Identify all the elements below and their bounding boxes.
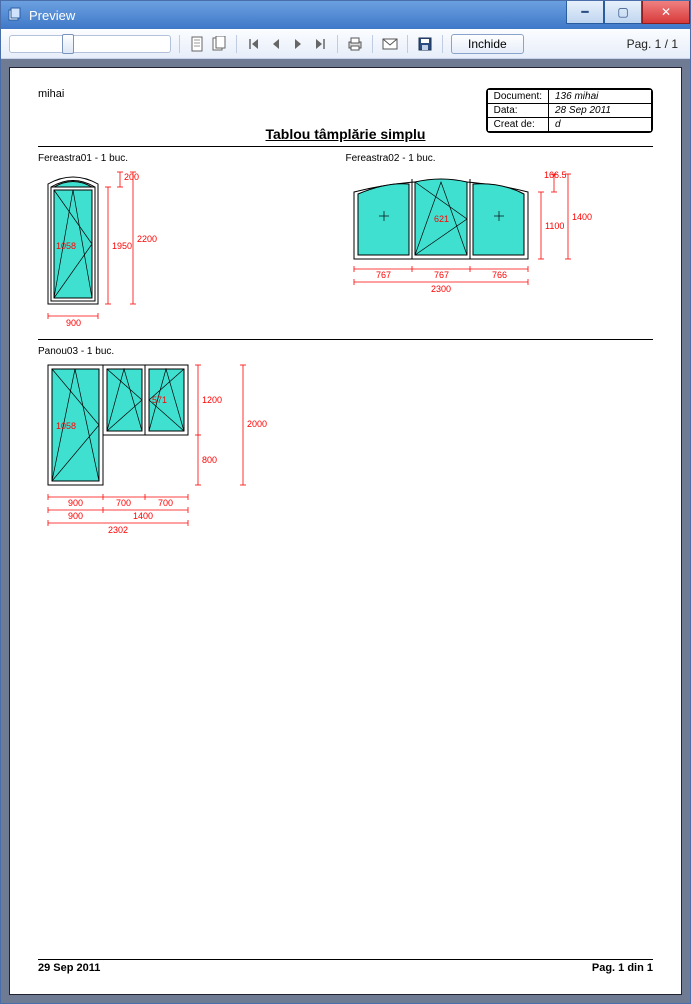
- meta-doc-label: Document:: [487, 90, 548, 104]
- meta-box: Document:136 mihai Data:28 Sep 2011 Crea…: [486, 88, 653, 133]
- first-page-icon[interactable]: [245, 35, 263, 53]
- meta-created-label: Creat de:: [487, 118, 548, 132]
- hr: [38, 146, 653, 147]
- meta-date-label: Data:: [487, 104, 548, 118]
- toolbar: Inchide Pag. 1 / 1: [1, 29, 690, 59]
- hr: [38, 339, 653, 340]
- diagram-cell-0: Fereastra01 - 1 buc. 1058: [38, 153, 346, 337]
- footer-date: 29 Sep 2011: [38, 962, 100, 974]
- dim-v-1-1: 1400: [572, 212, 592, 222]
- zoom-slider[interactable]: [9, 35, 171, 53]
- toolbar-sep: [179, 35, 180, 53]
- glass-label-2-1: 571: [152, 395, 167, 405]
- window-title: Preview: [29, 8, 566, 23]
- dim-top-1: 166.5: [544, 170, 567, 180]
- diagram-cell-2: Panou03 - 1 buc. 1058: [38, 346, 653, 550]
- toolbar-sep: [372, 35, 373, 53]
- diagram-cell-1: Fereastra02 - 1 buc.: [346, 153, 654, 337]
- dim-h-2-2: 700: [158, 498, 173, 508]
- glass-label-2-0: 1058: [56, 421, 76, 431]
- window-buttons: ━ ▢ ✕: [566, 1, 690, 29]
- dim-v-0-0: 1950: [112, 241, 132, 251]
- dim-h-1-1: 767: [434, 270, 449, 280]
- diagram-label-2: Panou03 - 1 buc.: [38, 346, 653, 357]
- next-page-icon[interactable]: [289, 35, 307, 53]
- toolbar-sep: [337, 35, 338, 53]
- dim-h-1-0: 767: [376, 270, 391, 280]
- glass-label-1: 621: [434, 214, 449, 224]
- glass-label-0: 1058: [56, 241, 76, 251]
- dim-h-0-0: 900: [66, 318, 81, 328]
- last-page-icon[interactable]: [311, 35, 329, 53]
- app-icon: [7, 7, 23, 23]
- close-button[interactable]: ✕: [642, 1, 690, 24]
- diagram-svg-0: 1058 1950 2200 200: [38, 164, 198, 334]
- meta-doc-value: 136 mihai: [549, 90, 652, 104]
- footer-page: Pag. 1 din 1: [592, 962, 653, 974]
- mail-icon[interactable]: [381, 35, 399, 53]
- page-icon[interactable]: [188, 35, 206, 53]
- dim-h-1-2: 766: [492, 270, 507, 280]
- dim-v-2-0: 1200: [202, 395, 222, 405]
- toolbar-sep: [407, 35, 408, 53]
- document-area: mihai Document:136 mihai Data:28 Sep 201…: [1, 59, 690, 1003]
- dim-h2-2-1: 1400: [133, 511, 153, 521]
- maximize-button[interactable]: ▢: [604, 1, 642, 24]
- titlebar: Preview ━ ▢ ✕: [1, 1, 690, 29]
- dim-v-1-0: 1100: [545, 221, 564, 231]
- toolbar-sep: [442, 35, 443, 53]
- dim-h-2-1: 700: [116, 498, 131, 508]
- row-1: Fereastra01 - 1 buc. 1058: [38, 153, 653, 337]
- diagram-svg-2: 1058 571: [38, 357, 298, 547]
- minimize-button[interactable]: ━: [566, 1, 604, 24]
- diagram-label-0: Fereastra01 - 1 buc.: [38, 153, 346, 164]
- zoom-slider-thumb[interactable]: [62, 34, 74, 54]
- dim-h-1-total: 2300: [431, 284, 451, 294]
- dim-v-2-2: 2000: [247, 419, 267, 429]
- meta-created-value: d: [549, 118, 652, 132]
- dim-h2-2-0: 900: [68, 511, 83, 521]
- diagram-label-1: Fereastra02 - 1 buc.: [346, 153, 654, 164]
- multipage-icon[interactable]: [210, 35, 228, 53]
- diagram-svg-1: 621 1100 1400 166.5: [346, 164, 616, 299]
- save-icon[interactable]: [416, 35, 434, 53]
- dim-h-2-0: 900: [68, 498, 83, 508]
- page-footer: 29 Sep 2011 Pag. 1 din 1: [38, 959, 653, 974]
- page: mihai Document:136 mihai Data:28 Sep 201…: [9, 67, 682, 995]
- dim-v-2-1: 800: [202, 455, 217, 465]
- dim-top-0: 200: [124, 172, 139, 182]
- dim-h-2-total: 2302: [108, 525, 128, 535]
- print-icon[interactable]: [346, 35, 364, 53]
- meta-date-value: 28 Sep 2011: [549, 104, 652, 118]
- dim-v-0-1: 2200: [137, 234, 157, 244]
- page-indicator: Pag. 1 / 1: [627, 37, 682, 51]
- prev-page-icon[interactable]: [267, 35, 285, 53]
- inchide-button[interactable]: Inchide: [451, 34, 524, 54]
- toolbar-sep: [236, 35, 237, 53]
- preview-window: Preview ━ ▢ ✕ Inchide Pag. 1 / 1: [0, 0, 691, 1004]
